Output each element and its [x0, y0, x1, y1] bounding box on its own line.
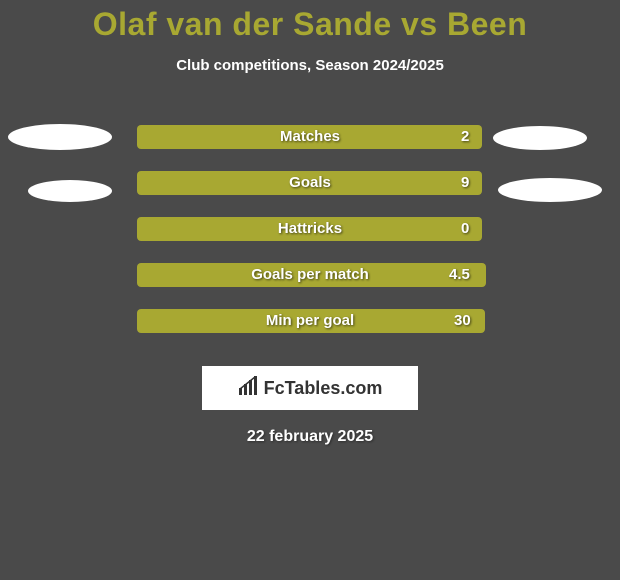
stat-value: 2 [461, 128, 469, 145]
stat-label: Goals per match [0, 266, 620, 283]
comparison-infographic: Olaf van der Sande vs Been Club competit… [0, 0, 620, 580]
subtitle: Club competitions, Season 2024/2025 [0, 57, 620, 74]
site-logo-text: FcTables.com [264, 378, 383, 399]
site-logo: FcTables.com [202, 366, 418, 410]
stat-value: 0 [461, 220, 469, 237]
stat-label: Goals [0, 174, 620, 191]
stat-value: 9 [461, 174, 469, 191]
stat-value: 30 [454, 312, 471, 329]
stats-bars: Matches2Goals9Hattricks0Goals per match4… [0, 114, 620, 344]
stat-row: Goals9 [0, 160, 620, 206]
bars-icon [238, 376, 260, 401]
stat-label: Min per goal [0, 312, 620, 329]
stat-row: Hattricks0 [0, 206, 620, 252]
snapshot-date: 22 february 2025 [0, 428, 620, 446]
stat-label: Matches [0, 128, 620, 145]
stat-label: Hattricks [0, 220, 620, 237]
stat-row: Goals per match4.5 [0, 252, 620, 298]
stat-row: Matches2 [0, 114, 620, 160]
page-title: Olaf van der Sande vs Been [0, 6, 620, 43]
stat-value: 4.5 [449, 266, 470, 283]
stat-row: Min per goal30 [0, 298, 620, 344]
